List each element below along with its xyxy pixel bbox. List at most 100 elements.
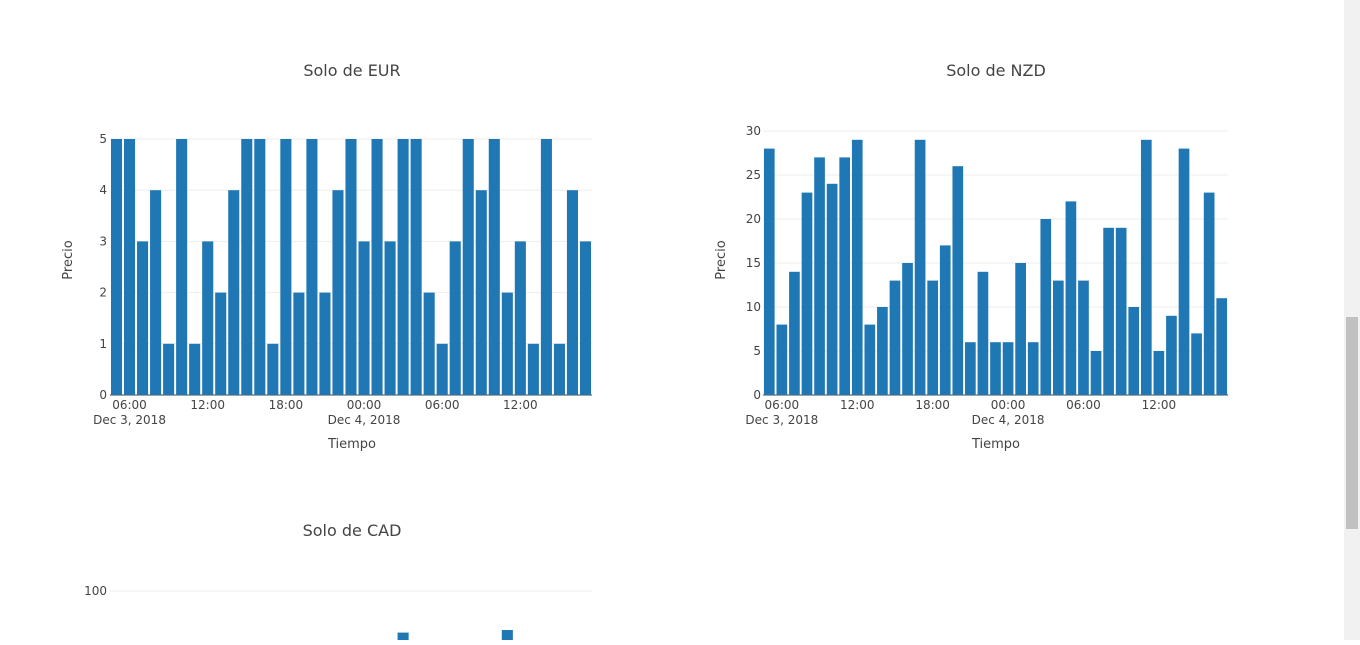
bar[interactable]	[397, 632, 409, 640]
bar[interactable]	[1078, 280, 1089, 395]
bar[interactable]	[1203, 192, 1215, 395]
bars-cad[interactable]	[397, 630, 513, 640]
x-tick-label: 06:00	[112, 398, 147, 412]
bar[interactable]	[1191, 333, 1202, 395]
bar[interactable]	[789, 271, 800, 395]
x-tick-date-label: Dec 3, 2018	[93, 413, 166, 427]
bar[interactable]	[124, 139, 136, 395]
bar[interactable]	[150, 190, 162, 395]
chart-title-nzd: Solo de NZD	[946, 61, 1046, 80]
y-ticks-eur: 0 1 2 3 4 5	[99, 132, 107, 402]
bar[interactable]	[1166, 315, 1177, 395]
x-tick-label: 18:00	[269, 398, 304, 412]
bar[interactable]	[1216, 298, 1228, 395]
bar[interactable]	[1015, 263, 1026, 395]
bar[interactable]	[241, 139, 253, 395]
bar[interactable]	[410, 139, 422, 395]
bar[interactable]	[423, 292, 435, 395]
bar[interactable]	[1090, 351, 1102, 395]
x-tick-date-label: Dec 3, 2018	[745, 413, 818, 427]
bar[interactable]	[137, 241, 149, 395]
bar[interactable]	[1027, 342, 1039, 395]
bar[interactable]	[397, 139, 409, 395]
bar[interactable]	[527, 343, 539, 395]
bar[interactable]	[1103, 227, 1114, 395]
bar[interactable]	[358, 241, 370, 395]
bar[interactable]	[202, 241, 214, 395]
x-tick-label: 12:00	[503, 398, 538, 412]
bar[interactable]	[488, 139, 500, 395]
bar[interactable]	[319, 292, 331, 395]
bar[interactable]	[267, 343, 279, 395]
bar[interactable]	[1153, 351, 1165, 395]
bar[interactable]	[345, 139, 357, 395]
bar[interactable]	[965, 342, 976, 395]
bar[interactable]	[826, 183, 838, 395]
bar[interactable]	[371, 139, 383, 395]
x-tick-label: 12:00	[190, 398, 225, 412]
bar[interactable]	[1053, 280, 1064, 395]
bar[interactable]	[1065, 201, 1077, 395]
bar[interactable]	[889, 280, 901, 395]
y-tick-label: 100	[84, 584, 107, 598]
bar[interactable]	[1002, 342, 1014, 395]
bar[interactable]	[475, 190, 487, 395]
y-tick-label: 0	[99, 388, 107, 402]
bar[interactable]	[1140, 139, 1152, 395]
bar[interactable]	[436, 343, 448, 395]
bar[interactable]	[1178, 148, 1190, 395]
x-tick-date-label: Dec 4, 2018	[972, 413, 1045, 427]
x-tick-label: 12:00	[840, 398, 875, 412]
bar[interactable]	[293, 292, 305, 395]
chart-title-eur: Solo de EUR	[303, 61, 400, 80]
bar[interactable]	[801, 192, 813, 395]
bar[interactable]	[332, 190, 344, 395]
bar[interactable]	[254, 139, 266, 395]
bar[interactable]	[189, 343, 201, 395]
bar[interactable]	[1115, 227, 1127, 395]
chart-title-cad: Solo de CAD	[303, 521, 402, 540]
bar[interactable]	[306, 139, 318, 395]
bar[interactable]	[280, 139, 292, 395]
bar[interactable]	[927, 280, 938, 395]
bar[interactable]	[501, 292, 513, 395]
bar[interactable]	[814, 157, 825, 395]
bar[interactable]	[384, 241, 396, 395]
bars-eur[interactable]	[110, 139, 592, 395]
bar[interactable]	[514, 241, 526, 395]
y-tick-label: 2	[99, 286, 107, 300]
bar[interactable]	[540, 139, 552, 395]
bar[interactable]	[176, 139, 188, 395]
bars-nzd[interactable]	[763, 139, 1228, 395]
bar[interactable]	[990, 342, 1001, 395]
bar[interactable]	[851, 139, 863, 395]
bar[interactable]	[839, 157, 851, 395]
bar[interactable]	[952, 166, 964, 395]
bar[interactable]	[864, 324, 876, 395]
bar[interactable]	[215, 292, 227, 395]
bar[interactable]	[902, 263, 913, 395]
chart-cad: Solo de CAD 100	[84, 521, 592, 640]
bar[interactable]	[1128, 307, 1140, 395]
bar[interactable]	[776, 324, 788, 395]
bar[interactable]	[228, 190, 240, 395]
bar[interactable]	[579, 241, 592, 395]
bar[interactable]	[877, 307, 888, 395]
scrollbar-thumb[interactable]	[1346, 317, 1358, 529]
bar[interactable]	[763, 148, 775, 395]
bar[interactable]	[977, 271, 989, 395]
bar[interactable]	[939, 245, 951, 395]
bar[interactable]	[566, 190, 578, 395]
bar[interactable]	[110, 139, 123, 395]
y-tick-label: 4	[99, 183, 107, 197]
bar[interactable]	[553, 343, 565, 395]
bar[interactable]	[501, 630, 513, 640]
bar[interactable]	[462, 139, 474, 395]
bar[interactable]	[163, 343, 175, 395]
bar[interactable]	[1040, 219, 1052, 395]
bar[interactable]	[449, 241, 461, 395]
bar[interactable]	[914, 139, 926, 395]
